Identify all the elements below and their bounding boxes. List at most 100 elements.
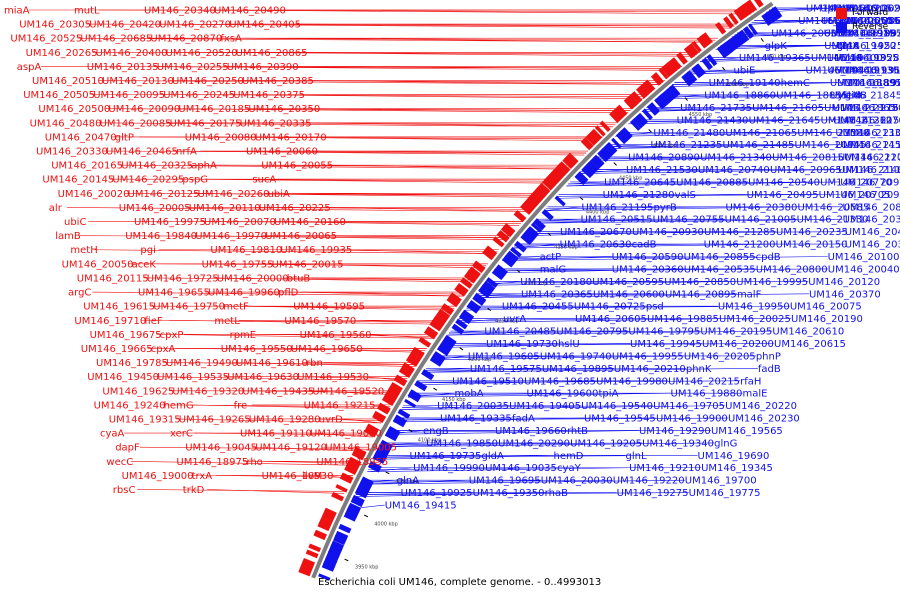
leader-line: [449, 330, 701, 334]
forward-gene-feature: [400, 363, 415, 376]
reverse-gene-label: rhaB: [545, 488, 568, 499]
forward-gene-label: UM146_19935: [280, 245, 352, 256]
forward-gene-feature: [660, 63, 674, 78]
leader-line: [400, 405, 510, 410]
reverse-gene-label: UM146_20585: [797, 202, 869, 213]
forward-gene-feature: [650, 72, 664, 86]
forward-gene-label: UM146_20050: [62, 259, 134, 270]
forward-gene-label: ubiA: [268, 189, 290, 200]
forward-gene-label: cpxP: [160, 330, 184, 341]
forward-gene-label: UM146_19625: [102, 386, 174, 397]
reverse-gene-feature: [611, 137, 622, 149]
forward-gene-feature: [393, 376, 406, 387]
reverse-gene-label: UM146_19895: [542, 364, 614, 375]
reverse-gene-label: UM146_20515: [581, 215, 653, 226]
leader-line: [173, 150, 585, 156]
leader-line: [247, 305, 454, 311]
leader-line: [94, 249, 496, 255]
reverse-gene-label: UM146_21485: [723, 140, 795, 151]
ruler-tick: [364, 514, 369, 518]
leader-line: [374, 455, 698, 458]
reverse-gene-label: UM146_19140: [709, 78, 781, 89]
leader-line: [343, 418, 382, 424]
leader-line: [731, 32, 824, 38]
leader-line: [522, 231, 705, 236]
leader-line: [684, 69, 828, 75]
forward-gene-label: UM146_20500: [38, 104, 110, 115]
forward-gene-label: UM146_20420: [89, 20, 161, 31]
reverse-gene-label: UM146_19950: [718, 302, 790, 313]
reverse-gene-feature: [737, 29, 750, 43]
leader-line: [524, 231, 845, 234]
forward-gene-feature: [339, 472, 354, 484]
forward-gene-label: aspA: [17, 62, 42, 73]
reverse-gene-label: UM146_20215: [668, 376, 740, 387]
reverse-gene-label: UM146_21460: [838, 165, 900, 176]
reverse-gene-label: UM146_21780: [833, 103, 900, 114]
forward-gene-label: lamB: [55, 231, 81, 242]
reverse-gene-feature: [436, 346, 449, 356]
leader-line: [566, 181, 677, 187]
reverse-gene-label: UM146_19885: [647, 314, 719, 325]
forward-gene-label: UM146_19520: [312, 386, 384, 397]
reverse-gene-label: UM146_19980: [596, 376, 668, 387]
reverse-gene-label: malG: [540, 264, 566, 275]
reverse-gene-label: UM146_20795: [556, 327, 628, 338]
reverse-gene-feature: [618, 129, 630, 142]
reverse-gene-label: UM146_19030: [844, 78, 900, 89]
ruler-label: 4600 kbp: [725, 82, 749, 88]
reverse-gene-label: glnA: [397, 476, 419, 487]
ruler-tick: [344, 558, 349, 562]
forward-gene-label: UM146_20470: [45, 132, 117, 143]
reverse-gene-feature: [397, 408, 411, 419]
leader-line: [580, 169, 770, 172]
reverse-gene-feature: [641, 108, 653, 121]
leader-line: [307, 432, 374, 438]
forward-gene-feature: [409, 351, 422, 362]
reverse-gene-feature: [491, 267, 506, 281]
leader-line: [211, 9, 752, 15]
forward-gene-label: trkD: [183, 485, 205, 496]
leader-line: [194, 432, 375, 436]
reverse-gene-label: UM146_20635: [771, 28, 843, 39]
reverse-gene-label: hemC: [781, 78, 810, 89]
ruler-tick: [487, 307, 492, 312]
reverse-gene-label: UM146_20360: [612, 264, 684, 275]
reverse-gene-label: UM146_20605: [575, 314, 647, 325]
forward-gene-label: UM146_20505: [23, 90, 95, 101]
forward-gene-feature: [723, 16, 734, 29]
leader-line: [456, 318, 720, 323]
forward-gene-feature: [376, 404, 390, 415]
reverse-gene-feature: [581, 166, 594, 179]
forward-gene-label: pspG: [182, 175, 208, 186]
forward-gene-feature: [631, 91, 643, 104]
reverse-gene-label: UM146_19220: [613, 476, 685, 487]
reverse-gene-feature: [501, 254, 516, 268]
reverse-gene-label: UM146_20030: [541, 476, 613, 487]
ruler-ticks: 4650 kbp 4600 kbp 4550 kbp 4500 kbp 4450 kbp…: [344, 37, 787, 571]
leader-line: [416, 380, 741, 384]
leader-line: [386, 430, 639, 435]
reverse-gene-label: phnP: [756, 351, 781, 362]
reverse-gene-feature: [354, 488, 369, 499]
ruler-label: 4000 kbp: [374, 521, 398, 527]
reverse-gene-feature: [468, 300, 481, 312]
reverse-gene-label: UM146_19205: [570, 438, 642, 449]
reverse-gene-label: UM146_21185: [842, 165, 900, 176]
forward-gene-feature: [564, 152, 579, 167]
forward-gene-label: UM146_19975: [134, 217, 206, 228]
forward-gene-feature: [671, 57, 682, 69]
reverse-gene-label: UM146_19210: [629, 463, 701, 474]
reverse-gene-feature: [495, 264, 508, 276]
reverse-gene-feature: [438, 340, 453, 354]
legend-reverse-swatch: [836, 21, 847, 33]
leader-line: [394, 417, 728, 421]
forward-gene-label: rbn: [306, 358, 323, 369]
reverse-gene-feature: [742, 26, 755, 39]
leader-line: [207, 489, 345, 494]
leader-line: [156, 23, 732, 29]
reverse-gene-label: UM146_20455: [502, 302, 574, 313]
forward-gene-feature: [643, 79, 656, 93]
reverse-gene-label: UM146_20770: [820, 177, 892, 188]
reverse-gene-label: UM146_20890: [628, 153, 700, 164]
